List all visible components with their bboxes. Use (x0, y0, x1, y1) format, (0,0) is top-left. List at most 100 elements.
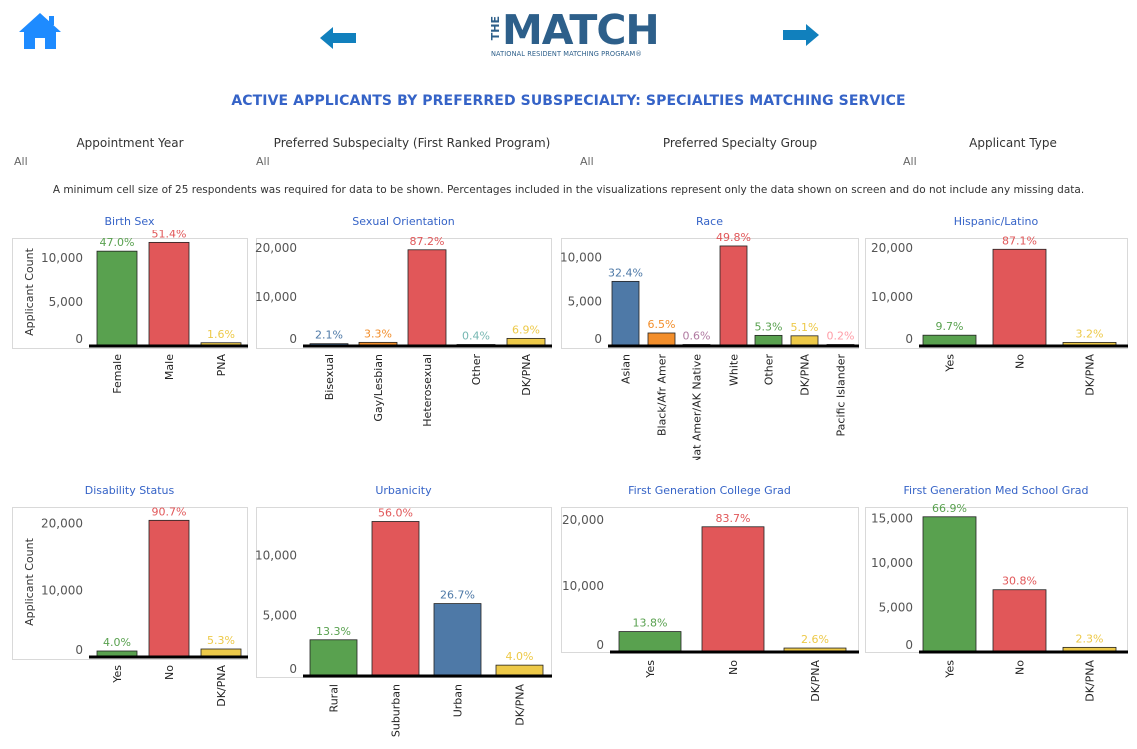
data-note: A minimum cell size of 25 respondents wa… (52, 184, 1085, 196)
bar-urban[interactable] (433, 603, 482, 677)
x-tick-label-no: No (727, 660, 740, 675)
data-label-other: 0.4% (462, 330, 490, 343)
chart-frame (12, 507, 248, 660)
bar-pna[interactable] (200, 342, 242, 347)
chart-frame (561, 238, 859, 349)
arrow-left-icon[interactable] (319, 26, 357, 50)
data-label-dk-pna: 3.2% (1076, 327, 1104, 340)
x-tick-label-no: No (163, 665, 176, 680)
data-label-black-afr-amer: 6.5% (648, 318, 676, 331)
data-label-rural: 13.3% (316, 625, 351, 638)
bar-rural[interactable] (309, 639, 358, 677)
filter-value-appointment-year[interactable]: All (14, 155, 28, 168)
bar-dk-pna[interactable] (495, 664, 544, 677)
x-tick-label-other: Other (470, 354, 483, 386)
data-label-urban: 26.7% (440, 589, 475, 602)
x-tick-label-suburban: Suburban (390, 684, 403, 737)
bar-nat-amer-ak-native[interactable] (682, 344, 711, 347)
chart-title-race: Race (696, 215, 723, 228)
bar-asian[interactable] (611, 280, 640, 347)
y-tick-label: 0 (905, 332, 913, 346)
bar-dk-pna[interactable] (790, 335, 819, 347)
y-tick-label: 10,000 (255, 548, 297, 562)
y-tick-label: 10,000 (255, 290, 297, 304)
bar-bisexual[interactable] (309, 343, 349, 347)
chart-frame (865, 238, 1128, 349)
bar-no[interactable] (992, 589, 1047, 653)
chart-title-birth-sex: Birth Sex (104, 215, 155, 228)
bar-pacific-islander[interactable] (826, 344, 855, 347)
logo-main-text: MATCH (502, 6, 660, 54)
y-tick-label: 10,000 (41, 251, 83, 265)
bar-no[interactable] (992, 248, 1047, 347)
x-tick-label-no: No (1014, 354, 1027, 369)
bar-male[interactable] (148, 241, 190, 347)
x-tick-label-yes: Yes (944, 660, 957, 679)
arrow-right-icon[interactable] (782, 23, 820, 47)
x-tick-label-rural: Rural (328, 684, 341, 712)
x-tick-label-no: No (1014, 660, 1027, 675)
logo-subtitle: NATIONAL RESIDENT MATCHING PROGRAM® (491, 50, 642, 58)
data-label-bisexual: 2.1% (315, 329, 343, 342)
chart-urbanicity: 0 5,000 10,000 13.3% Rural 56.0% Suburban 26.7%… (255, 506, 552, 737)
filter-label-preferred-subspecialty: Preferred Subspecialty (First Ranked Pro… (273, 136, 551, 150)
bar-suburban[interactable] (371, 521, 420, 677)
x-tick-label-pna: PNA (215, 354, 228, 377)
y-axis-label: Applicant Count (23, 247, 36, 336)
bar-yes[interactable] (618, 631, 682, 653)
bar-other[interactable] (456, 344, 496, 347)
bar-yes[interactable] (96, 650, 138, 658)
data-label-yes: 4.0% (103, 636, 131, 649)
bar-black-afr-amer[interactable] (647, 332, 676, 347)
y-tick-label: 15,000 (871, 512, 913, 526)
y-tick-label: 0 (289, 662, 297, 676)
bar-no[interactable] (148, 519, 190, 658)
y-axis-label: Applicant Count (23, 537, 36, 626)
bar-dk-pna[interactable] (506, 337, 546, 347)
bar-yes[interactable] (922, 516, 977, 653)
data-label-dk-pna: 5.1% (791, 321, 819, 334)
y-tick-label: 20,000 (255, 241, 297, 255)
filter-value-preferred-subspecialty[interactable]: All (256, 155, 270, 168)
data-label-dk-pna: 6.9% (512, 323, 540, 336)
y-tick-label: 0 (596, 638, 604, 652)
bar-yes[interactable] (922, 334, 977, 347)
data-label-suburban: 56.0% (378, 506, 413, 519)
bar-white[interactable] (719, 245, 748, 347)
filter-value-applicant-type[interactable]: All (903, 155, 917, 168)
bar-heterosexual[interactable] (407, 249, 447, 347)
bar-no[interactable] (701, 526, 765, 653)
filter-value-preferred-specialty-group[interactable]: All (580, 155, 594, 168)
y-tick-label: 5,000 (49, 295, 83, 309)
data-label-yes: 9.7% (936, 320, 964, 333)
x-tick-label-black-afr-amer: Black/Afr Amer (656, 354, 669, 436)
y-tick-label: 20,000 (41, 517, 83, 531)
bar-dk-pna[interactable] (1062, 646, 1117, 653)
data-label-pacific-islander: 0.2% (827, 330, 855, 343)
bar-dk-pna[interactable] (783, 647, 847, 653)
data-label-pna: 1.6% (207, 328, 235, 341)
chart-first-generation-college-grad: 0 10,000 20,000 13.8% Yes 83.7% No 2.6% DK/PNA (561, 507, 859, 702)
x-tick-label-nat-amer-ak-native: Nat Amer/AK Native (691, 354, 704, 460)
y-tick-label: 5,000 (879, 601, 913, 615)
bar-gay-lesbian[interactable] (358, 341, 398, 347)
y-tick-label: 0 (289, 332, 297, 346)
chart-title-first-generation-college-grad: First Generation College Grad (628, 484, 791, 497)
x-tick-label-pacific-islander: Pacific Islander (835, 354, 848, 437)
y-tick-label: 0 (75, 643, 83, 657)
filter-label-appointment-year: Appointment Year (76, 136, 184, 150)
x-tick-label-other: Other (763, 354, 776, 386)
chart-frame (256, 507, 552, 678)
x-tick-label-dk-pna: DK/PNA (215, 665, 228, 707)
logo-prefix: THE (489, 16, 502, 41)
chart-title-sexual-orientation: Sexual Orientation (352, 215, 455, 228)
data-label-asian: 32.4% (608, 266, 643, 279)
home-icon[interactable] (17, 11, 63, 51)
bar-other[interactable] (754, 334, 783, 347)
bar-dk-pna[interactable] (200, 648, 242, 658)
bar-female[interactable] (96, 250, 138, 347)
data-label-heterosexual: 87.2% (410, 235, 445, 248)
data-label-other: 5.3% (755, 320, 783, 333)
y-tick-label: 0 (905, 638, 913, 652)
bar-dk-pna[interactable] (1062, 342, 1117, 347)
